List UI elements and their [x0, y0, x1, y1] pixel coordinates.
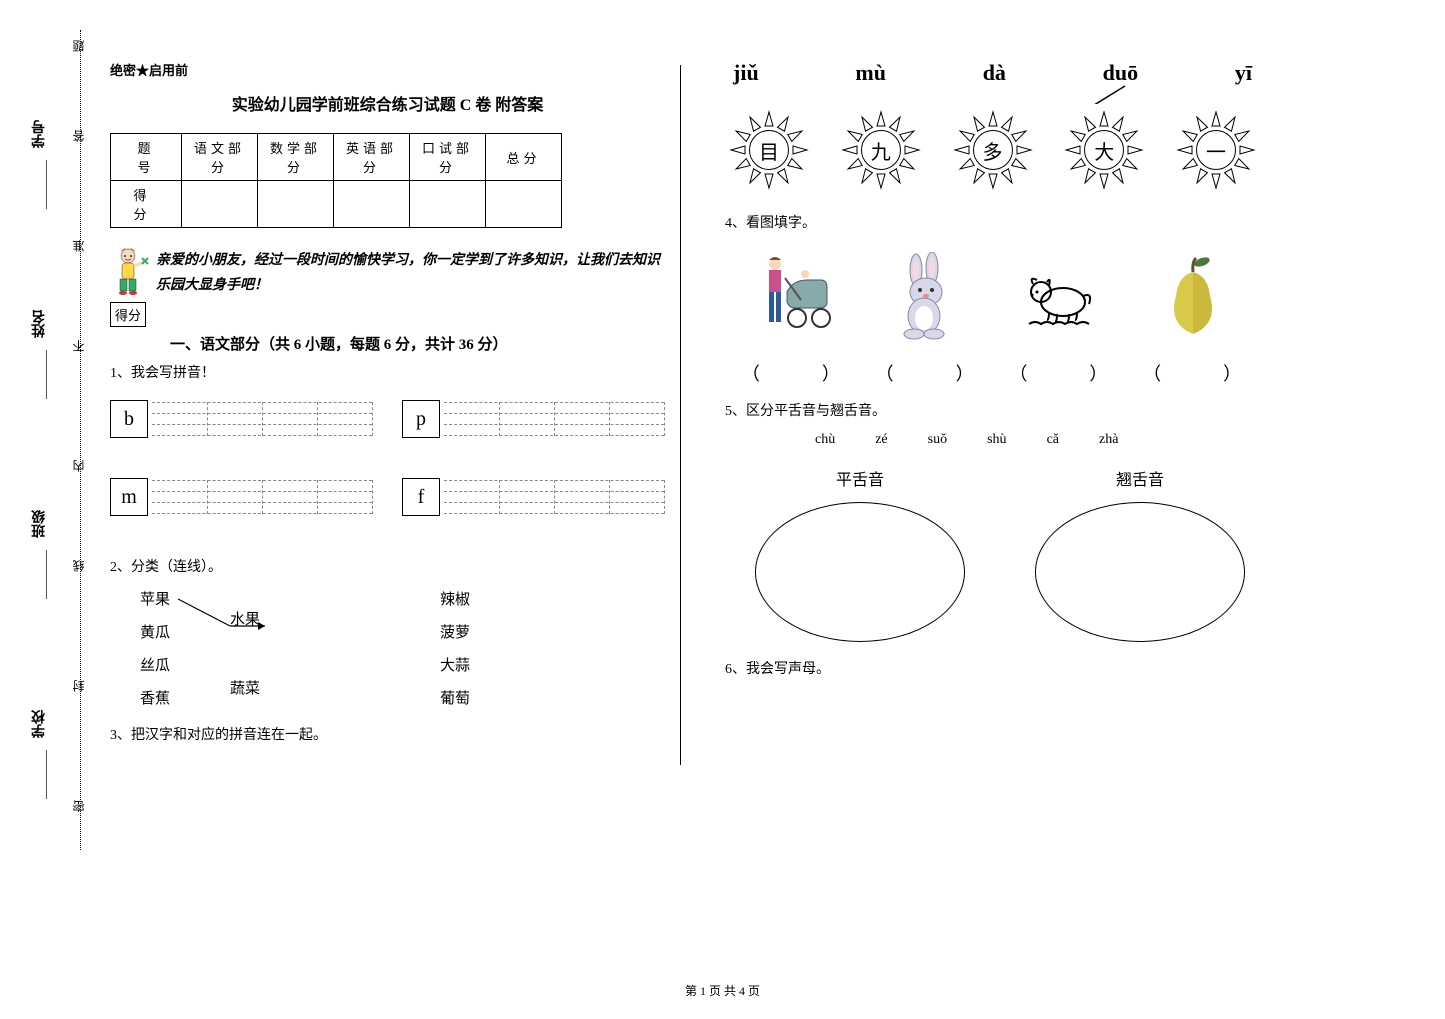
- page-footer: 第 1 页 共 4 页: [0, 982, 1445, 999]
- left-column: 绝密★启用前 实验幼儿园学前班综合练习试题 C 卷 附答案 题 号 语文部分 数…: [110, 60, 685, 940]
- q5-ovals: 平舌音 翘舌音: [755, 466, 1260, 642]
- score-th: 数学部分: [258, 134, 334, 181]
- score-th: 英语部分: [334, 134, 410, 181]
- seal-char: 封: [70, 680, 87, 692]
- pinyin-letter: b: [110, 400, 148, 438]
- pinyin-letter: m: [110, 478, 148, 516]
- q2-item: 香蕉: [140, 683, 170, 716]
- q2-cat: 水果: [230, 604, 260, 637]
- q5-syllables: chù zé suǒ shù cǎ zhà: [815, 432, 1260, 448]
- seal-char: 不: [70, 340, 87, 352]
- score-th: 语文部分: [182, 134, 258, 181]
- binding-margin: 学号 姓名 班级 学校 _______ _______ _______ ____…: [30, 30, 90, 850]
- child-icon: [110, 246, 150, 298]
- score-cell: [258, 181, 334, 228]
- seal-char: 内: [70, 460, 87, 472]
- seal-char: 密: [70, 800, 87, 812]
- oval-label: 翘舌音: [1035, 466, 1245, 490]
- q3-match-line: [725, 84, 1285, 104]
- pinyin-letter: p: [402, 400, 440, 438]
- img-dog: [1009, 252, 1109, 342]
- pinyin-grids: b p m f: [110, 400, 665, 516]
- pinyin: yī: [1235, 60, 1252, 86]
- score-cell: [182, 181, 258, 228]
- seal-char: 答: [70, 130, 87, 142]
- q6-label: 6、我会写声母。: [725, 658, 1260, 678]
- score-row-label: 得 分: [111, 181, 182, 228]
- q2-cat: 蔬菜: [230, 673, 260, 706]
- four-line-grid: [152, 402, 372, 436]
- q2-label: 2、分类（连线）。: [110, 556, 665, 576]
- answer-blank: （ ）: [742, 360, 842, 386]
- binding-label: 学校: [30, 710, 50, 738]
- pinyin: mù: [855, 60, 886, 86]
- syllable: cǎ: [1047, 432, 1059, 448]
- q5-label: 5、区分平舌音与翘舌音。: [725, 400, 1260, 420]
- intro-text: 亲爱的小朋友，经过一段时间的愉快学习，你一定学到了许多知识，让我们去知识乐园大显…: [156, 248, 665, 298]
- oval-label: 平舌音: [755, 466, 965, 490]
- four-line-grid: [444, 402, 664, 436]
- four-line-grid: [152, 480, 372, 514]
- q2-item: 葡萄: [440, 683, 470, 716]
- oval: [755, 502, 965, 642]
- img-rabbit: [876, 252, 976, 342]
- worksheet-page: 绝密★启用前 实验幼儿园学前班综合练习试题 C 卷 附答案 题 号 语文部分 数…: [110, 60, 1360, 940]
- syllable: shù: [987, 432, 1006, 448]
- syllable: zé: [875, 432, 887, 448]
- q2-content: 苹果 黄瓜 丝瓜 香蕉 水果 蔬菜 辣椒 菠萝 大蒜 葡萄: [110, 584, 665, 716]
- binding-label: 班级: [30, 510, 50, 538]
- pinyin-letter: f: [402, 478, 440, 516]
- score-th: 题 号: [111, 134, 182, 181]
- pinyin: duō: [1103, 60, 1138, 86]
- binding-dotted-line: [80, 30, 81, 850]
- img-pear: [1143, 252, 1243, 342]
- sun-char: 目: [725, 106, 813, 194]
- score-table: 题 号 语文部分 数学部分 英语部分 口试部分 总分 得 分: [110, 133, 562, 228]
- q3-suns: 目 九 多 大 一: [725, 106, 1260, 194]
- q2-item: 苹果: [140, 584, 170, 617]
- img-stroller: [742, 252, 842, 342]
- score-mini-box: 得分: [110, 302, 146, 327]
- confidential-label: 绝密★启用前: [110, 60, 665, 79]
- page-title: 实验幼儿园学前班综合练习试题 C 卷 附答案: [110, 91, 665, 115]
- section-1-title: 一、语文部分（共 6 小题，每题 6 分，共计 36 分）: [170, 333, 665, 354]
- seal-char: 线: [70, 560, 87, 572]
- q4-label: 4、看图填字。: [725, 212, 1260, 232]
- score-cell: [334, 181, 410, 228]
- sun-char: 一: [1172, 106, 1260, 194]
- q2-item: 菠萝: [440, 617, 470, 650]
- score-th: 口试部分: [410, 134, 486, 181]
- syllable: chù: [815, 432, 835, 448]
- oval: [1035, 502, 1245, 642]
- score-th: 总分: [486, 134, 562, 181]
- four-line-grid: [444, 480, 664, 514]
- sun-char: 多: [949, 106, 1037, 194]
- seal-char: 准: [70, 240, 87, 252]
- sun-char: 大: [1060, 106, 1148, 194]
- seal-char: 题: [70, 40, 87, 52]
- q2-item: 丝瓜: [140, 650, 170, 683]
- binding-label: 姓名: [30, 310, 50, 338]
- q4-images: （ ）: [725, 252, 1260, 386]
- score-cell: [486, 181, 562, 228]
- q1-label: 1、我会写拼音！: [110, 362, 665, 382]
- binding-label: 学号: [30, 120, 50, 148]
- answer-blank: （ ）: [1143, 360, 1243, 386]
- syllable: zhà: [1099, 432, 1118, 448]
- answer-blank: （ ）: [1009, 360, 1109, 386]
- pinyin: dà: [983, 60, 1006, 86]
- q3-pinyin-row: jiǔ mù dà duō yī: [725, 60, 1260, 86]
- pinyin: jiǔ: [733, 60, 759, 86]
- q3-label: 3、把汉字和对应的拼音连在一起。: [110, 724, 665, 744]
- q2-item: 辣椒: [440, 584, 470, 617]
- answer-blank: （ ）: [876, 360, 976, 386]
- q2-item: 黄瓜: [140, 617, 170, 650]
- right-column: jiǔ mù dà duō yī 目 九 多 大 一 4、看图填字。: [685, 60, 1260, 940]
- sun-char: 九: [837, 106, 925, 194]
- q2-item: 大蒜: [440, 650, 470, 683]
- syllable: suǒ: [928, 432, 947, 448]
- score-cell: [410, 181, 486, 228]
